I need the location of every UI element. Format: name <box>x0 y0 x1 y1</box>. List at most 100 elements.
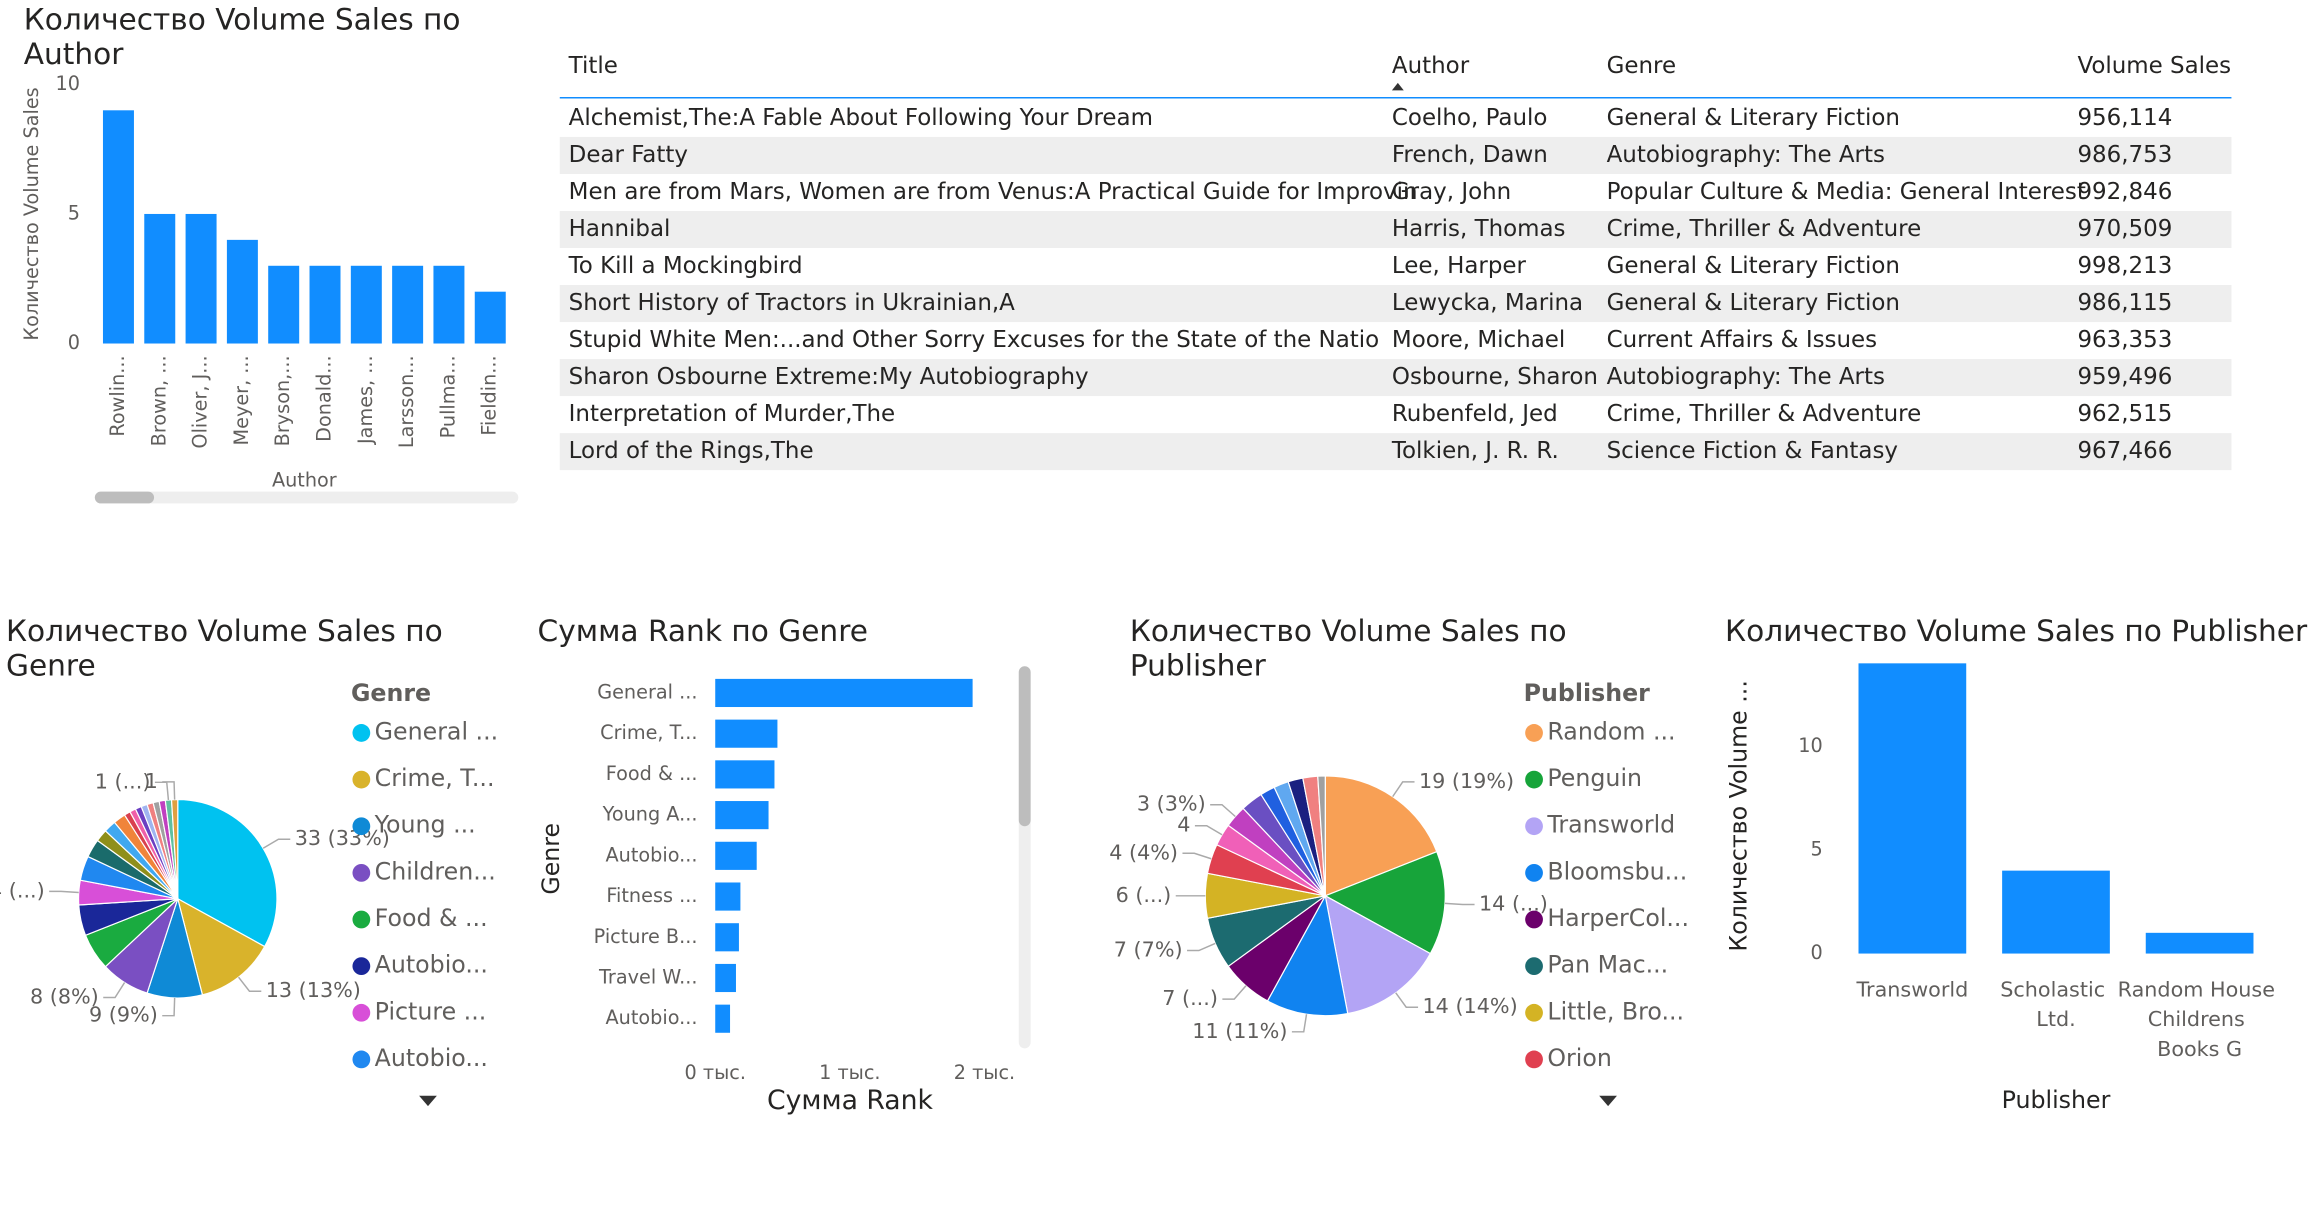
table-cell: Stupid White Men:...and Other Sorry Excu… <box>569 327 1380 353</box>
scrollbar-thumb[interactable] <box>1018 666 1031 827</box>
bar <box>715 923 739 952</box>
chart-title: Количество Volume Sales по Publisher <box>1725 614 2308 648</box>
sort-indicator[interactable] <box>1391 82 1404 91</box>
column-header: Genre <box>1607 53 1676 79</box>
x-tick-label: Donald... <box>313 355 336 441</box>
table-cell: Hannibal <box>569 216 671 242</box>
legend-label: Young ... <box>374 811 476 839</box>
legend-label: Little, Bro... <box>1547 997 1684 1025</box>
legend-swatch <box>1525 1050 1543 1069</box>
table-cell: French, Dawn <box>1392 142 1548 168</box>
legend-swatch <box>352 724 371 742</box>
legend-swatch <box>352 910 371 929</box>
bar <box>102 110 134 344</box>
table-cell: General & Literary Fiction <box>1607 290 1900 316</box>
legend-more-arrow[interactable] <box>1599 1095 1617 1107</box>
data-label: 9 (9%) <box>89 1003 158 1027</box>
y-axis-title: Количество Volume Sales <box>20 87 43 340</box>
legend-swatch <box>1525 1003 1543 1022</box>
table-cell: 967,466 <box>2077 438 2172 464</box>
bar <box>392 265 424 344</box>
pie-slice <box>177 798 278 948</box>
bar <box>2002 870 2110 954</box>
leader-line <box>262 838 291 849</box>
legend-swatch <box>352 770 371 789</box>
table-cell: Lewycka, Marina <box>1392 290 1583 316</box>
data-label: 4 (4%) <box>1109 840 1178 864</box>
leader-line <box>1222 985 1247 1000</box>
row-band <box>559 136 2232 174</box>
table-cell: Rubenfeld, Jed <box>1392 401 1558 427</box>
table-cell: Current Affairs & Issues <box>1607 327 1877 353</box>
legend-title: Publisher <box>1524 679 1650 707</box>
leader-line <box>49 890 79 894</box>
x-axis-title: Author <box>272 469 337 492</box>
data-label: 7 (7%) <box>1114 937 1183 961</box>
data-label: 3 (3%) <box>1137 792 1206 816</box>
legend-swatch <box>1525 957 1543 976</box>
table-cell: General & Literary Fiction <box>1607 253 1900 279</box>
table-cell: Autobiography: The Arts <box>1607 364 1885 390</box>
x-tick-label: Larsson... <box>395 355 418 448</box>
legend-label: Pan Mac... <box>1547 951 1668 979</box>
x-tick-label: Fieldin... <box>478 355 501 435</box>
column-header: Author <box>1392 53 1470 79</box>
x-tick-label: 1 тыс. <box>819 1061 880 1084</box>
table-cell: Autobiography: The Arts <box>1607 142 1885 168</box>
table-cell: Science Fiction & Fantasy <box>1607 438 1898 464</box>
leader-line <box>162 997 176 1017</box>
y-tick-label: 5 <box>68 201 80 224</box>
bar <box>185 213 217 344</box>
leader-line <box>1194 824 1223 836</box>
chart-title: Количество Volume Sales по Author <box>24 2 470 70</box>
data-label: 8 (8%) <box>30 985 99 1009</box>
pie-slice <box>1324 894 1432 1015</box>
table-cell: Popular Culture & Media: General Interes… <box>1607 179 2086 205</box>
leader-line <box>103 982 126 999</box>
legend-swatch <box>1525 910 1543 929</box>
x-tick-label: Scholastic Ltd. <box>2000 978 2111 1032</box>
legend-label: Picture ... <box>375 997 487 1025</box>
scrollbar-track[interactable] <box>94 491 519 504</box>
x-tick-label: James, ... <box>354 355 377 445</box>
x-tick-label: Brown, ... <box>147 355 170 446</box>
legend-label: Children... <box>375 857 496 885</box>
legend-more-arrow[interactable] <box>419 1095 437 1107</box>
y-tick-label: Crime, T... <box>600 721 697 744</box>
bar <box>433 265 465 344</box>
pie-slice <box>1266 894 1349 1017</box>
x-tick-label: Oliver, J... <box>189 355 212 448</box>
data-label: 19 (19%) <box>1419 769 1514 793</box>
bar <box>715 760 775 789</box>
table-cell: 986,753 <box>2077 142 2172 168</box>
data-label: 1 (...) <box>95 769 151 793</box>
row-band <box>559 210 2232 249</box>
leader-line <box>1444 902 1475 906</box>
data-label: 11 (11%) <box>1192 1019 1287 1043</box>
x-tick-label: Meyer, ... <box>230 355 253 445</box>
table-cell: Crime, Thriller & Adventure <box>1607 401 1922 427</box>
legend-label: Penguin <box>1547 764 1642 792</box>
legend-swatch <box>1525 863 1543 882</box>
y-tick-label: Picture B... <box>594 925 698 948</box>
y-tick-label: 10 <box>56 72 80 95</box>
bar <box>715 841 757 870</box>
table-cell: Lee, Harper <box>1392 253 1527 279</box>
y-axis-title: Genre <box>537 823 565 895</box>
bar <box>474 291 506 344</box>
y-tick-label: Autobio... <box>605 1006 697 1029</box>
y-tick-label: Autobio... <box>605 843 697 866</box>
table-cell: Lord of the Rings,The <box>569 438 814 464</box>
row-band <box>559 433 2232 471</box>
bar <box>715 801 769 830</box>
y-tick-label: General ... <box>597 680 697 703</box>
table-cell: Tolkien, J. R. R. <box>1391 438 1559 464</box>
leader-line <box>237 976 262 992</box>
x-tick-label: Random House Childrens Books G <box>2118 978 2282 1061</box>
legend-swatch <box>1525 817 1543 836</box>
scrollbar-thumb[interactable] <box>94 491 155 504</box>
table-cell: Coelho, Paulo <box>1392 105 1548 131</box>
leader-line <box>1210 804 1236 818</box>
y-tick-label: Fitness ... <box>606 884 697 907</box>
data-label: 14 (14%) <box>1423 994 1518 1018</box>
